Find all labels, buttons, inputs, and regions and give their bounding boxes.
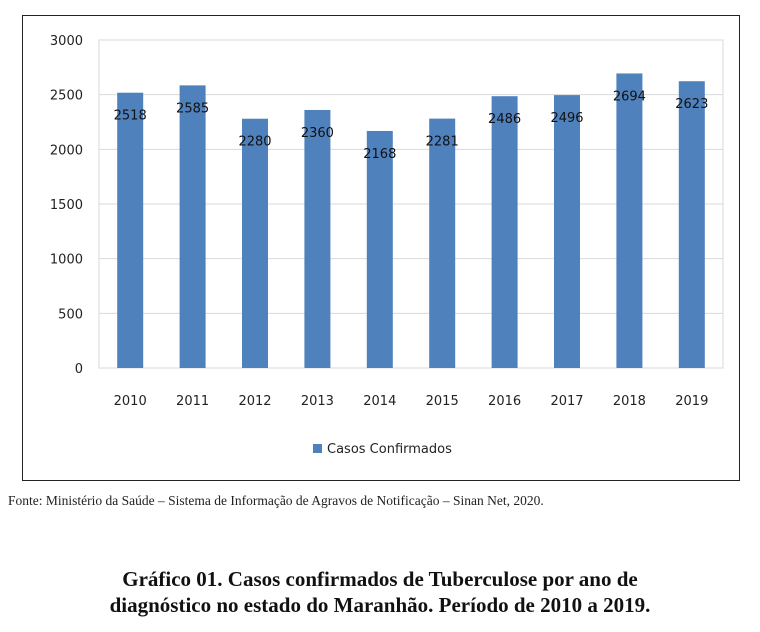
x-tick-label: 2011 [176, 394, 209, 409]
bar [179, 85, 206, 368]
bar [491, 96, 518, 369]
bar [117, 92, 144, 368]
y-tick-label: 2000 [50, 143, 83, 158]
x-tick-label: 2015 [426, 394, 459, 409]
source-note: Fonte: Ministério da Saúde – Sistema de … [8, 493, 544, 508]
bar [554, 95, 580, 368]
legend-label: Casos Confirmados [327, 442, 452, 457]
bar [242, 118, 268, 368]
data-label: 2518 [114, 109, 147, 124]
data-label: 2496 [550, 111, 583, 126]
y-tick-label: 500 [58, 307, 83, 322]
data-label: 2486 [488, 112, 521, 127]
x-tick-label: 2016 [488, 394, 521, 409]
bar [304, 109, 331, 369]
bar [429, 118, 456, 369]
chart-frame: 0 500 1000 1500 2000 2500 3000 2518 2010 2585 2011… [22, 15, 740, 481]
x-tick-label: 2013 [301, 394, 334, 409]
bar [366, 130, 393, 368]
data-label: 2694 [613, 89, 646, 104]
bar [678, 81, 705, 369]
x-tick-label: 2018 [613, 394, 646, 409]
x-tick-label: 2010 [114, 394, 147, 409]
legend-swatch [313, 444, 322, 453]
bar-chart: 0 500 1000 1500 2000 2500 3000 2518 2010 2585 2011… [50, 34, 724, 457]
x-tick-label: 2017 [550, 394, 583, 409]
figure-caption: Gráfico 01. Casos confirmados de Tubercu… [20, 566, 740, 618]
bar [616, 73, 643, 369]
data-label: 2585 [176, 101, 209, 116]
data-label: 2168 [363, 147, 396, 162]
y-tick-label: 1000 [50, 253, 83, 268]
data-label: 2623 [675, 97, 708, 112]
data-label: 2281 [426, 135, 459, 150]
y-tick-label: 0 [75, 362, 83, 377]
data-label: 2360 [301, 126, 334, 141]
x-tick-label: 2014 [363, 394, 396, 409]
y-tick-label: 1500 [50, 198, 83, 213]
x-tick-label: 2012 [238, 394, 271, 409]
y-tick-label: 2500 [50, 89, 83, 104]
data-label: 2280 [238, 135, 271, 150]
x-tick-label: 2019 [675, 394, 708, 409]
caption-line-1: Gráfico 01. Casos confirmados de Tubercu… [122, 567, 638, 591]
y-tick-label: 3000 [50, 34, 83, 49]
caption-line-2: diagnóstico no estado do Maranhão. Perío… [109, 593, 651, 617]
